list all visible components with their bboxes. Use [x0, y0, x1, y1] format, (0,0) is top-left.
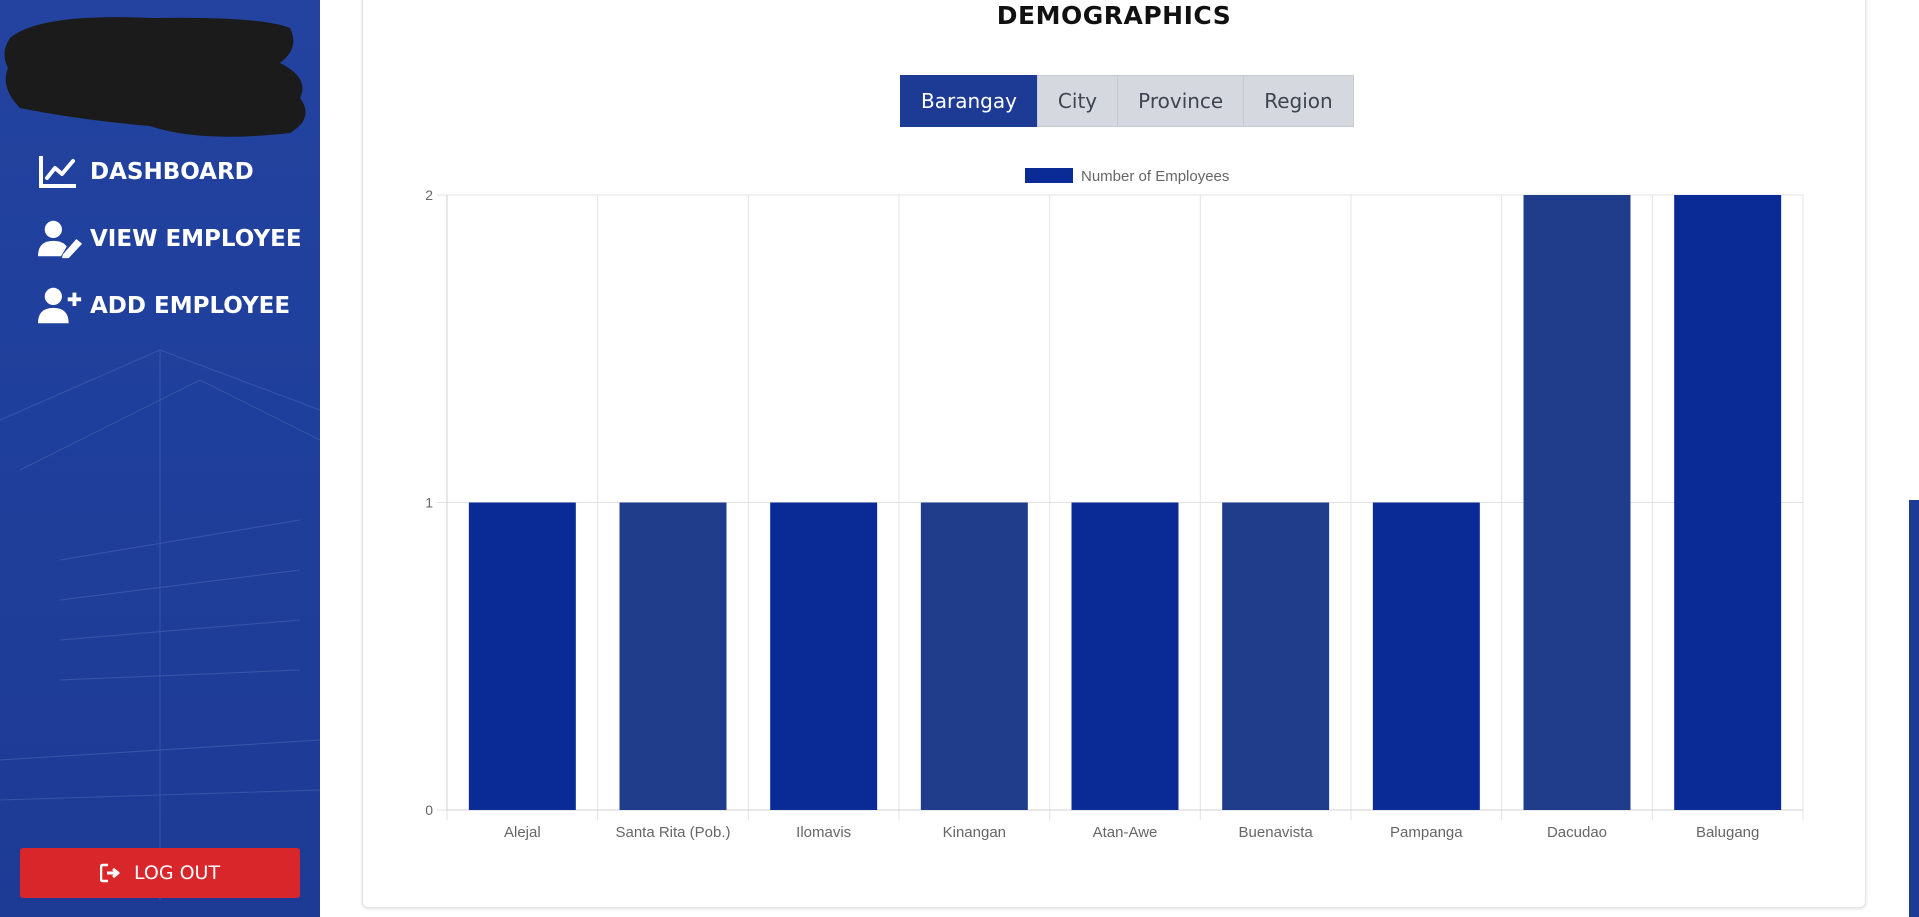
scrollbar-track[interactable]	[1909, 0, 1919, 917]
tab-region[interactable]: Region	[1243, 75, 1354, 127]
sidebar-item-add-employee[interactable]: ADD EMPLOYEE	[38, 286, 302, 326]
sign-out-icon	[99, 863, 122, 883]
legend-swatch[interactable]	[1025, 168, 1073, 183]
legend-label[interactable]: Number of Employees	[1081, 168, 1229, 185]
page-title: DEMOGRAPHICS	[996, 1, 1232, 30]
x-tick-label: Balugang	[1696, 824, 1759, 841]
bar[interactable]	[920, 502, 1028, 811]
sidebar-item-dashboard[interactable]: DASHBOARD	[38, 152, 302, 192]
sidebar: DASHBOARD VIEW EMPLOYEE ADD EMPLOYEE	[0, 0, 320, 917]
y-tick-label: 0	[425, 802, 433, 818]
y-tick-label: 2	[425, 187, 433, 203]
x-tick-label: Pampanga	[1390, 824, 1463, 841]
bar[interactable]	[619, 502, 727, 811]
x-tick-label: Kinangan	[943, 824, 1006, 841]
bar[interactable]	[1523, 195, 1631, 810]
tab-province[interactable]: Province	[1117, 75, 1245, 127]
bar[interactable]	[1372, 502, 1480, 811]
bar-chart: 0 1 2 Alejal Santa Rita (Pob.) Ilomavis Kinang…	[425, 168, 1804, 841]
x-tick-label: Atan-Awe	[1093, 824, 1158, 841]
logout-label: LOG OUT	[133, 862, 221, 884]
bar[interactable]	[1674, 195, 1782, 810]
redacted-logo	[4, 17, 306, 137]
y-tick-label: 1	[425, 495, 433, 511]
scrollbar-thumb[interactable]	[1909, 500, 1919, 917]
x-tick-label: Buenavista	[1239, 824, 1314, 841]
logout-button[interactable]: LOG OUT	[20, 848, 300, 898]
x-tick-label: Dacudao	[1547, 824, 1607, 841]
x-tick-label: Santa Rita (Pob.)	[615, 824, 730, 841]
x-tick-label: Ilomavis	[796, 824, 851, 841]
bar[interactable]	[770, 502, 878, 811]
tab-barangay[interactable]: Barangay	[900, 75, 1038, 127]
background-building-image	[0, 349, 320, 900]
sidebar-nav: DASHBOARD VIEW EMPLOYEE ADD EMPLOYEE	[38, 152, 302, 353]
demographics-tabs: Barangay City Province Region	[900, 75, 1354, 127]
user-plus-icon	[38, 286, 84, 326]
x-tick-label: Alejal	[504, 824, 541, 841]
sidebar-item-view-employee[interactable]: VIEW EMPLOYEE	[38, 219, 302, 259]
bar[interactable]	[1071, 502, 1179, 811]
sidebar-item-label: VIEW EMPLOYEE	[90, 226, 302, 252]
user-edit-icon	[38, 219, 84, 259]
bar[interactable]	[468, 502, 576, 811]
sidebar-item-label: ADD EMPLOYEE	[90, 293, 291, 319]
sidebar-item-label: DASHBOARD	[90, 159, 254, 185]
chart-line-icon	[38, 152, 84, 192]
tab-city[interactable]: City	[1036, 75, 1119, 127]
bar[interactable]	[1222, 502, 1330, 811]
